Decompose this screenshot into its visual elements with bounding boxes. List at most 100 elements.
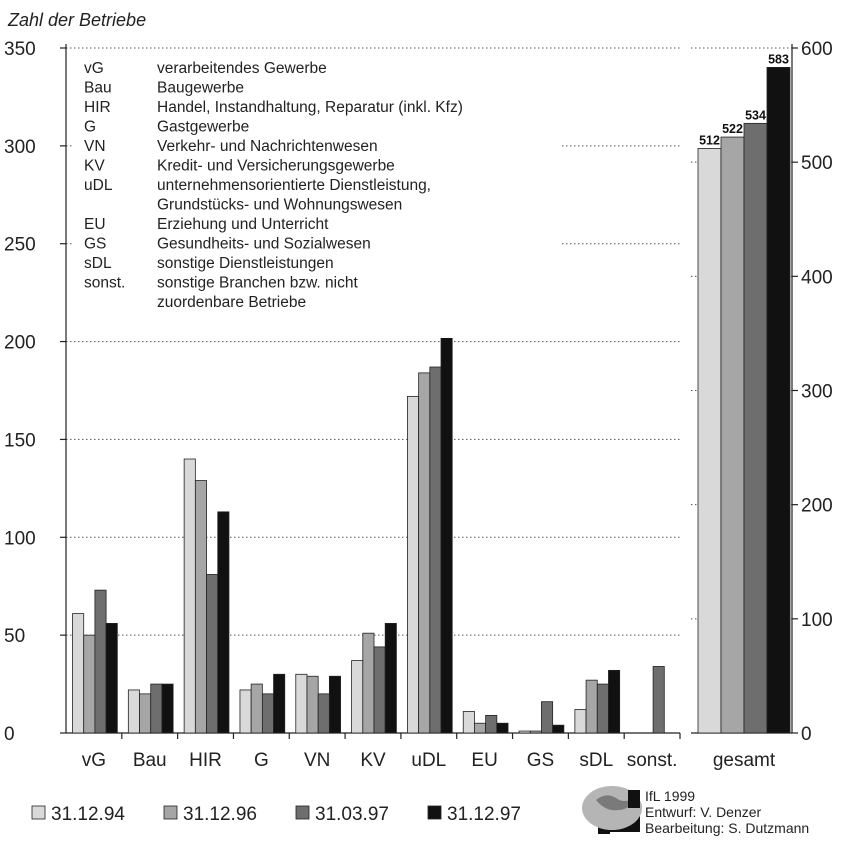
legend-description: sonstige Branchen bzw. nicht bbox=[157, 275, 358, 292]
bar-Bau-31.12.97 bbox=[161, 683, 174, 734]
legend-description: sonstige Dienstleistungen bbox=[157, 255, 334, 272]
bars bbox=[72, 284, 665, 734]
bar-GS-31.12.96 bbox=[529, 730, 542, 734]
bar-vG-31.03.97 bbox=[94, 589, 107, 734]
total-bar-31.12.94 bbox=[697, 148, 722, 734]
legend-abbreviation: sDL bbox=[84, 255, 112, 272]
bar-HIR-31.12.96 bbox=[194, 480, 207, 734]
y-tick-label: 150 bbox=[4, 430, 36, 451]
legend-description: Gastgewerbe bbox=[157, 119, 249, 136]
x-tick-label: uDL bbox=[411, 750, 446, 771]
bar-sDL-31.12.96 bbox=[585, 679, 598, 734]
bar-VN-31.03.97 bbox=[317, 693, 330, 734]
y-tick-label: 300 bbox=[4, 137, 36, 158]
x-tick-label: vG bbox=[82, 750, 106, 771]
y2-tick-label: 200 bbox=[801, 496, 833, 517]
x-tick-label: G bbox=[254, 750, 269, 771]
legend-label-31.12.94: 31.12.94 bbox=[51, 804, 125, 825]
bar-GS-31.03.97 bbox=[541, 701, 554, 734]
series-legend: 31.12.94 31.12.96 31.03.97 31.12.97 bbox=[31, 804, 521, 825]
x-tick-label: GS bbox=[527, 750, 554, 771]
x-tick-label: EU bbox=[471, 750, 497, 771]
total-bar-31.12.96 bbox=[720, 136, 745, 734]
total-data-label: 522 bbox=[722, 122, 743, 136]
y-tick-label: 200 bbox=[4, 333, 36, 354]
y2-tick-label: 500 bbox=[801, 153, 833, 174]
bar-sDL-31.12.97 bbox=[608, 669, 621, 734]
bar-G-31.03.97 bbox=[261, 693, 274, 734]
legend-swatch-31.03.97 bbox=[295, 805, 310, 820]
y-tick-label: 50 bbox=[4, 626, 25, 647]
bar-Bau-31.03.97 bbox=[150, 683, 163, 734]
legend-description: Gesundheits- und Sozialwesen bbox=[157, 236, 371, 253]
bar-HIR-31.12.97 bbox=[217, 511, 230, 734]
bar-KV-31.03.97 bbox=[373, 646, 386, 734]
legend-abbreviation: sonst. bbox=[84, 275, 125, 292]
y2-tick-label: 600 bbox=[801, 39, 833, 60]
legend-abbreviation: HIR bbox=[84, 99, 111, 116]
x-tick-label: HIR bbox=[189, 750, 222, 771]
total-bar-31.03.97 bbox=[743, 122, 768, 734]
ifl-logo bbox=[582, 786, 642, 834]
legend-swatch-31.12.96 bbox=[163, 805, 178, 820]
bar-vG-31.12.96 bbox=[83, 634, 96, 734]
bar-vG-31.12.97 bbox=[105, 623, 118, 734]
x-tick-label-total: gesamt bbox=[713, 750, 776, 771]
credit-line-1: IfL 1999 bbox=[645, 788, 695, 804]
legend-description: zuordenbare Betriebe bbox=[157, 294, 306, 311]
x-tick-label: sDL bbox=[579, 750, 613, 771]
bar-KV-31.12.96 bbox=[362, 632, 375, 734]
bar-HIR-31.03.97 bbox=[206, 574, 219, 734]
total-data-label: 534 bbox=[745, 108, 766, 122]
bar-sDL-31.12.94 bbox=[574, 709, 587, 734]
bar-uDL-31.12.94 bbox=[407, 395, 420, 734]
legend-swatch-31.12.94 bbox=[31, 805, 46, 820]
y-tick-label: 350 bbox=[4, 39, 36, 60]
legend-abbreviation: G bbox=[84, 119, 96, 136]
legend-abbreviation: KV bbox=[84, 158, 105, 175]
legend-description: Grundstücks- und Wohnungswesen bbox=[157, 197, 402, 214]
bar-VN-31.12.94 bbox=[295, 673, 308, 734]
total-data-label: 583 bbox=[768, 52, 789, 66]
y2-tick-label: 0 bbox=[801, 724, 812, 745]
credit-line-3: Bearbeitung: S. Dutzmann bbox=[645, 820, 809, 836]
bar-VN-31.12.96 bbox=[306, 675, 319, 734]
x-tick-label: KV bbox=[360, 750, 386, 771]
legend-abbreviation: uDL bbox=[84, 177, 113, 194]
bar-EU-31.12.96 bbox=[474, 722, 487, 734]
y2-tick-label: 300 bbox=[801, 382, 833, 403]
bar-KV-31.12.97 bbox=[384, 623, 397, 734]
bar-sonst.-31.03.97 bbox=[652, 666, 665, 734]
bar-G-31.12.94 bbox=[239, 689, 252, 734]
credit-line-2: Entwurf: V. Denzer bbox=[645, 804, 762, 820]
credit-block: IfL 1999 Entwurf: V. Denzer Bearbeitung:… bbox=[582, 786, 809, 836]
bar-HIR-31.12.94 bbox=[183, 458, 196, 734]
legend-abbreviation: Bau bbox=[84, 80, 112, 97]
y-tick-label: 250 bbox=[4, 235, 36, 256]
legend-description: Verkehr- und Nachrichtenwesen bbox=[157, 138, 378, 155]
bar-G-31.12.96 bbox=[250, 683, 263, 734]
legend-description: unternehmensorientierte Dienstleistung, bbox=[157, 177, 431, 194]
bar-EU-31.03.97 bbox=[485, 714, 498, 734]
y-tick-label: 0 bbox=[4, 724, 15, 745]
bar-KV-31.12.94 bbox=[351, 660, 364, 734]
legend-description: Baugewerbe bbox=[157, 80, 244, 97]
bar-uDL-31.03.97 bbox=[429, 366, 442, 734]
y-tick-label: 100 bbox=[4, 528, 36, 549]
bar-VN-31.12.97 bbox=[328, 675, 341, 734]
bar-GS-31.12.97 bbox=[552, 724, 565, 734]
total-bar-31.12.97 bbox=[766, 67, 791, 734]
x-tick-label: VN bbox=[304, 750, 330, 771]
legend-description: Kredit- und Versicherungsgewerbe bbox=[157, 158, 395, 175]
legend-description: Erziehung und Unterricht bbox=[157, 216, 329, 233]
legend-abbreviation: EU bbox=[84, 216, 106, 233]
legend-label-31.03.97: 31.03.97 bbox=[315, 804, 389, 825]
bar-Bau-31.12.94 bbox=[127, 689, 140, 734]
y2-tick-label: 400 bbox=[801, 267, 833, 288]
bar-uDL-31.12.97 bbox=[440, 284, 453, 734]
abbreviation-legend: vG verarbeitendes Gewerbe Bau Baugewerbe HIR… bbox=[74, 52, 562, 338]
legend-abbreviation: VN bbox=[84, 138, 106, 155]
total-data-label: 512 bbox=[699, 133, 720, 147]
